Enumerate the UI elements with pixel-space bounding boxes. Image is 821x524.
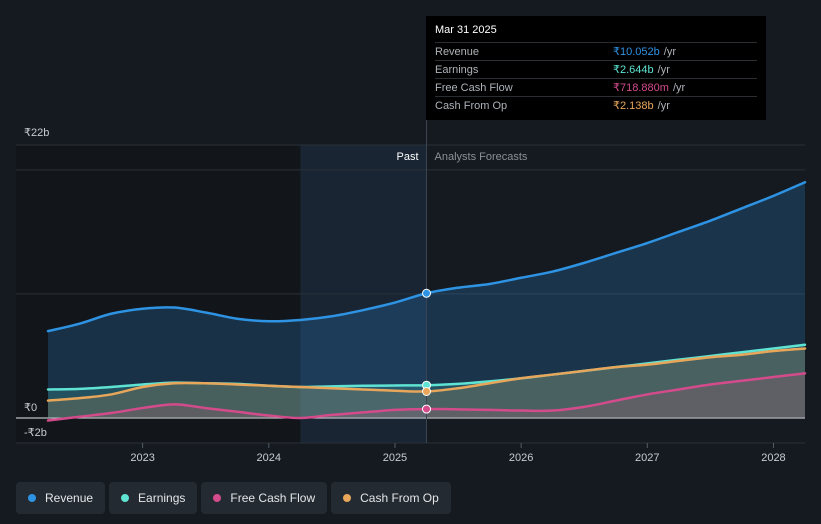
y-axis-zero-label: ₹0 [24,402,37,414]
marker-cash-from-op [422,386,431,396]
legend-item-cash-from-op[interactable]: Cash From Op [331,482,451,514]
tooltip-unit: /yr [657,99,670,112]
tooltip-value: ₹10.052b [613,46,660,58]
tooltip-row-cash-from-op: Cash From Op ₹2.138b /yr [435,96,757,114]
tooltip: Mar 31 2025 Revenue ₹10.052b /yr Earning… [426,16,766,120]
tooltip-row-revenue: Revenue ₹10.052b /yr [435,42,757,60]
x-tick-label: 2025 [383,452,407,464]
marker-revenue [422,288,431,298]
tooltip-label: Revenue [435,45,480,58]
y-axis-bottom-label: -₹2b [24,427,47,439]
marker-free-cash-flow [422,404,431,414]
legend-label: Earnings [138,491,186,505]
x-tick-label: 2023 [130,452,154,464]
tooltip-unit: /yr [672,81,686,94]
legend: Revenue Earnings Free Cash Flow Cash Fro… [16,482,451,514]
x-tick-label: 2027 [635,452,659,464]
legend-label: Cash From Op [360,491,439,505]
gridlines [16,144,805,444]
tooltip-value: ₹718.880m [613,82,669,94]
tooltip-row-earnings: Earnings ₹2.644b /yr [435,60,757,78]
tooltip-unit: /yr [663,45,676,58]
past-label: Past [396,151,418,163]
legend-dot-icon [121,494,130,502]
y-axis-top-label: ₹22b [24,127,49,139]
x-tick-label: 2024 [257,452,281,464]
legend-dot-icon [343,494,352,502]
tooltip-date: Mar 31 2025 [435,24,497,36]
legend-dot-icon [213,494,222,502]
tooltip-label: Earnings [435,63,479,76]
area-free-cash-flow [48,373,805,421]
tooltip-value: ₹2.644b [613,64,654,76]
x-axis-ticks: 2023 2024 2025 2026 2027 2028 [130,443,786,464]
tooltip-value: ₹2.138b [613,100,654,112]
tooltip-label: Cash From Op [435,99,508,112]
current-markers [422,288,431,414]
legend-item-earnings[interactable]: Earnings [109,482,198,514]
legend-label: Free Cash Flow [230,491,316,505]
legend-item-revenue[interactable]: Revenue [16,482,106,514]
x-tick-label: 2028 [761,452,785,464]
legend-item-free-cash-flow[interactable]: Free Cash Flow [201,482,328,514]
x-tick-label: 2026 [509,452,533,464]
forecast-label: Analysts Forecasts [435,151,528,163]
legend-dot-icon [28,494,36,502]
tooltip-label: Free Cash Flow [435,81,513,94]
tooltip-row-free-cash-flow: Free Cash Flow ₹718.880m /yr [435,78,757,96]
legend-label: Revenue [45,491,94,505]
tooltip-unit: /yr [657,63,670,76]
